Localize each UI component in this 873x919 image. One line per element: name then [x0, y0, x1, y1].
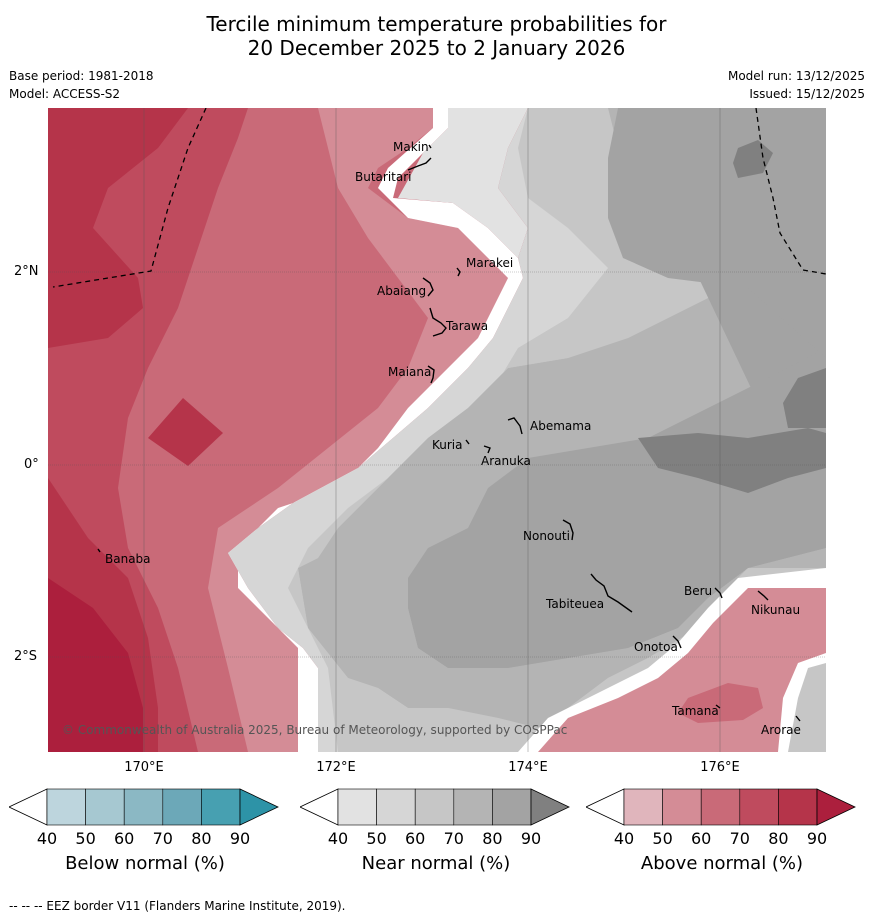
eez-borders	[52, 108, 826, 288]
place-makin: Makin	[393, 140, 429, 154]
lon-label-172e: 172°E	[316, 760, 356, 775]
place-nikunau: Nikunau	[751, 603, 801, 617]
near-90-patch-ne	[733, 140, 773, 178]
colorbar-tick: 60	[691, 829, 712, 848]
near-80-90-main	[408, 108, 826, 668]
meta-left: Base period: 1981-2018 Model: ACCESS-S2	[9, 67, 154, 103]
place-onotoa: Onotoa	[634, 640, 678, 654]
colorbar-segment	[662, 788, 702, 826]
colorbar-segment	[85, 788, 125, 826]
colorbar-0	[9, 788, 279, 826]
title-line-1: Tercile minimum temperature probabilitie…	[206, 12, 667, 36]
colorbar-segment	[623, 788, 663, 826]
lat-label-0: 0°	[24, 457, 39, 472]
place-abemama: Abemama	[530, 419, 592, 433]
colorbar-upper-arrow	[239, 788, 279, 826]
islands	[97, 144, 801, 722]
colorbar-tick: 40	[613, 829, 635, 848]
meta-right: Model run: 13/12/2025 Issued: 15/12/2025	[728, 67, 865, 103]
graticule	[48, 108, 826, 752]
above-90-region	[48, 578, 143, 752]
colorbar-tick: 70	[443, 829, 464, 848]
colorbar-upper-arrow	[530, 788, 570, 826]
colorbar-2	[586, 788, 856, 826]
colorbar-title: Near normal (%)	[361, 853, 511, 874]
place-tamana: Tamana	[672, 704, 719, 718]
colorbar-tick: 60	[405, 829, 426, 848]
colorbar-segment	[376, 788, 416, 826]
place-abaiang: Abaiang	[377, 284, 427, 298]
colorbar-segment	[492, 788, 532, 826]
colorbar-segment	[778, 788, 818, 826]
place-beru: Beru	[684, 584, 713, 598]
colorbar-tick: 50	[75, 829, 96, 848]
lon-label-176e: 176°E	[700, 760, 740, 775]
colorbar-lower-arrow	[9, 788, 48, 826]
place-banaba: Banaba	[105, 552, 151, 566]
lon-label-170e: 170°E	[124, 760, 164, 775]
probability-map	[48, 108, 826, 752]
colorbar-segment	[337, 788, 377, 826]
base-period: Base period: 1981-2018	[9, 69, 154, 83]
colorbar-segment	[453, 788, 493, 826]
model-run: Model run: 13/12/2025	[727, 69, 865, 83]
place-tarawa: Tarawa	[446, 319, 489, 333]
colorbar-tick: 80	[482, 829, 503, 848]
above-50-60-region	[208, 108, 508, 752]
place-nonouti: Nonouti	[523, 529, 570, 543]
above-80-90-patch	[148, 398, 223, 466]
near-90-patch	[638, 428, 826, 493]
colorbar-title: Above normal (%)	[640, 853, 804, 874]
colorbar-segment	[201, 788, 241, 826]
colorbar-tick: 40	[36, 829, 58, 848]
lon-label-174e: 174°E	[508, 760, 548, 775]
above-60-70-patch-se	[678, 683, 763, 723]
place-maiana: Maiana	[388, 365, 432, 379]
colorbar-tick: 90	[229, 829, 251, 848]
colorbar-1	[300, 788, 570, 826]
above-80-90-region	[48, 108, 188, 348]
colorbar-tick: 50	[366, 829, 387, 848]
place-kuria: Kuria	[432, 438, 463, 452]
eez-footnote: -- -- -- EEZ border V11 (Flanders Marine…	[9, 899, 346, 913]
colorbar-upper-arrow	[816, 788, 856, 826]
colorbar-segment	[162, 788, 202, 826]
lat-label-2s: 2°S	[14, 649, 38, 664]
near-90-patch-e	[783, 368, 826, 428]
place-tabiteuea: Tabiteuea	[546, 597, 605, 611]
colorbar-tick: 60	[114, 829, 135, 848]
colorbar-title: Below normal (%)	[65, 853, 225, 874]
colorbar-segment	[46, 788, 86, 826]
colorbar-tick: 70	[729, 829, 750, 848]
issued-date: Issued: 15/12/2025	[749, 87, 865, 101]
model-name: Model: ACCESS-S2	[9, 87, 121, 101]
colorbar-tick: 80	[768, 829, 789, 848]
colorbar-lower-arrow	[300, 788, 339, 826]
colorbar-tick: 80	[191, 829, 212, 848]
colorbar-tick: 90	[520, 829, 542, 848]
colorbar-tick: 70	[152, 829, 173, 848]
place-butaritari: Butaritari	[355, 170, 412, 184]
colorbar-segment	[700, 788, 741, 826]
colorbar-tick: 50	[652, 829, 673, 848]
colorbar-segment	[123, 788, 164, 826]
map-svg	[48, 108, 826, 752]
colorbar-tick: 40	[327, 829, 349, 848]
copyright-notice: © Commonwealth of Australia 2025, Bureau…	[62, 723, 568, 737]
near-40-50-region	[398, 108, 528, 258]
colorbar-lower-arrow	[586, 788, 625, 826]
colorbar-tick: 90	[806, 829, 828, 848]
lat-label-2n: 2°N	[14, 264, 39, 279]
place-marakei: Marakei	[466, 256, 514, 270]
place-arorae: Arorae	[761, 723, 801, 737]
colorbar-segment	[739, 788, 779, 826]
colorbar-segment	[414, 788, 455, 826]
chart-title: Tercile minimum temperature probabilitie…	[0, 12, 873, 60]
title-line-2: 20 December 2025 to 2 January 2026	[247, 36, 626, 60]
place-aranuka: Aranuka	[481, 454, 531, 468]
